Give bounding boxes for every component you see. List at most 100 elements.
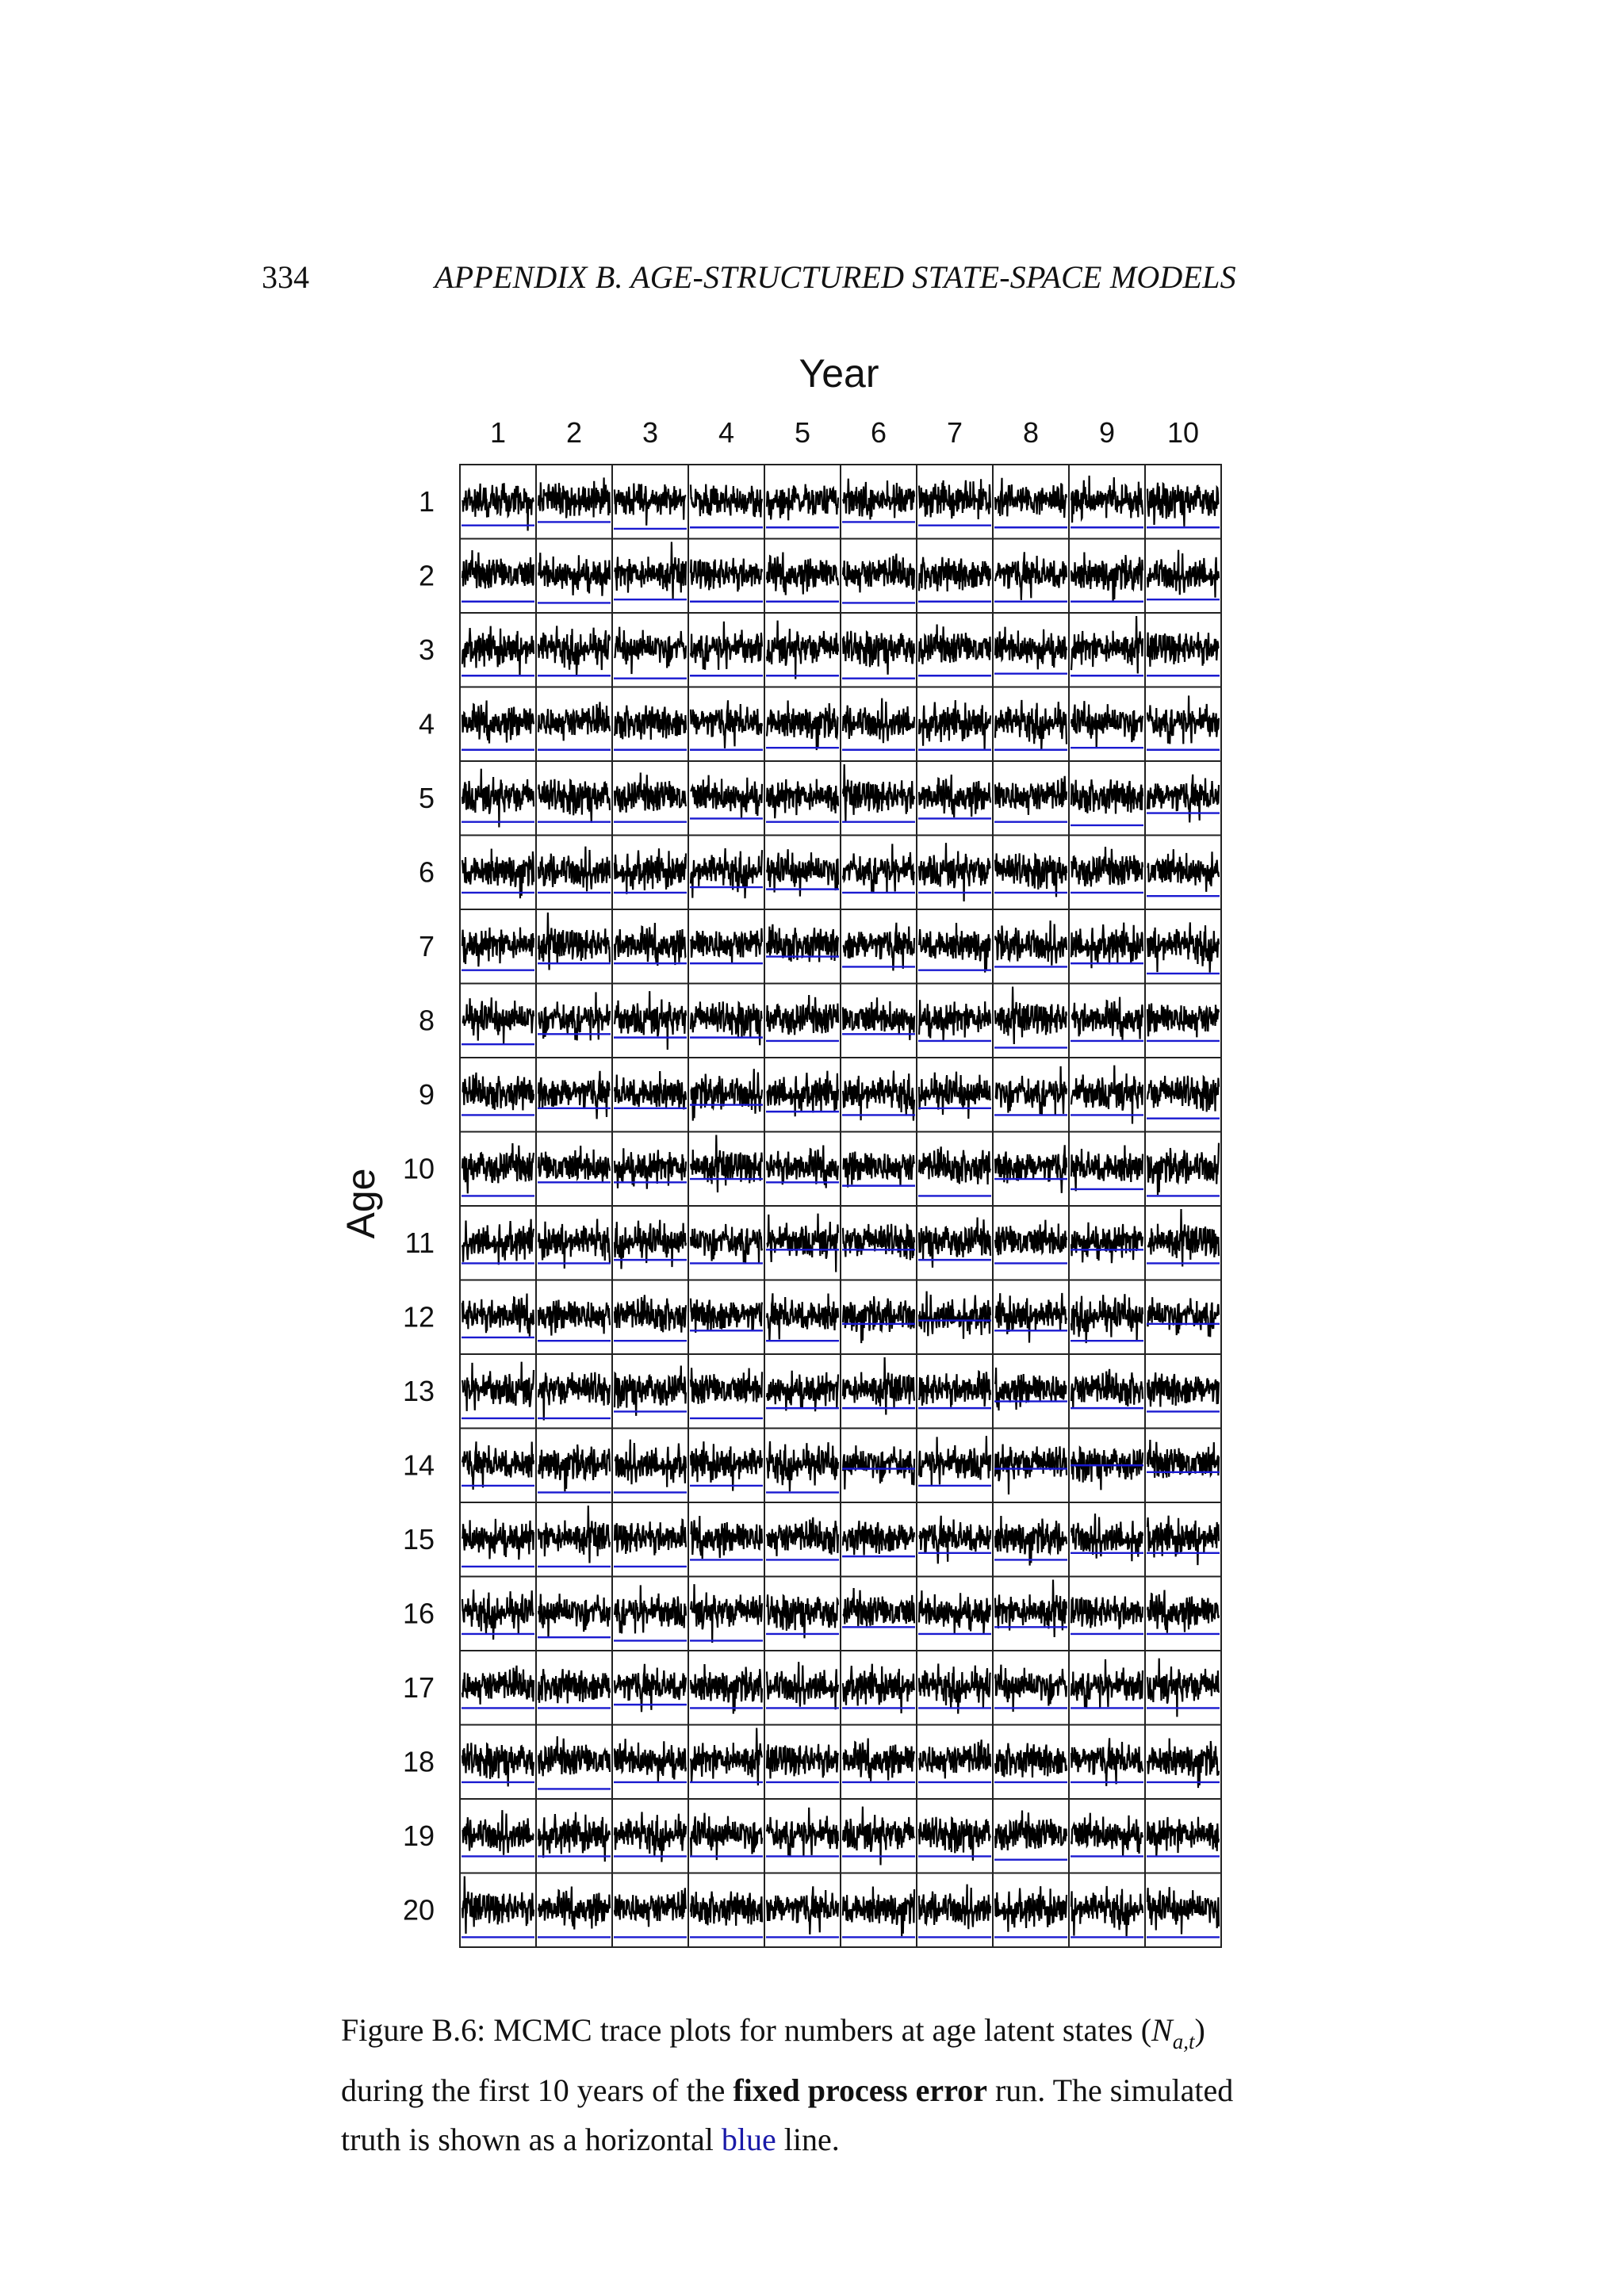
mcmc-trace-line <box>613 922 687 966</box>
trace-panel <box>840 1724 917 1800</box>
mcmc-trace-line <box>613 1148 688 1189</box>
trace-panel <box>1068 909 1146 985</box>
mcmc-trace-line <box>1146 774 1220 823</box>
trace-panel <box>764 464 841 540</box>
mcmc-trace-line <box>537 1070 611 1119</box>
trace-panel <box>459 1131 537 1207</box>
mcmc-trace-line <box>537 1299 611 1336</box>
trace-panel <box>688 538 765 614</box>
mcmc-trace-line <box>1147 1208 1220 1267</box>
trace-panel <box>611 1205 689 1281</box>
mcmc-trace-line <box>917 922 991 973</box>
mcmc-trace-line <box>689 928 764 963</box>
mcmc-trace-line <box>1147 849 1220 892</box>
mcmc-trace-line <box>841 1886 916 1937</box>
trace-panel <box>535 1131 613 1207</box>
mcmc-trace-line <box>765 994 840 1035</box>
trace-panel <box>764 1057 841 1133</box>
mcmc-trace-line <box>917 1590 992 1634</box>
mcmc-trace-line <box>613 1219 688 1269</box>
trace-panel <box>611 1057 689 1133</box>
trace-panel <box>840 1057 917 1133</box>
trace-panel <box>916 1279 994 1355</box>
mcmc-trace-line <box>462 483 535 531</box>
trace-panel <box>992 1353 1070 1429</box>
mcmc-trace-line <box>537 1146 611 1182</box>
trace-panel <box>840 464 917 540</box>
mcmc-trace-line <box>613 1888 688 1927</box>
trace-panel <box>688 1575 765 1651</box>
mcmc-trace-line <box>1070 1595 1144 1630</box>
trace-panel <box>840 612 917 688</box>
mcmc-trace-line <box>613 1663 688 1712</box>
trace-panel <box>992 1057 1070 1133</box>
column-tick-labels: 1 2 3 4 5 6 7 8 9 10 <box>490 416 1199 449</box>
mcmc-trace-line <box>917 1217 992 1268</box>
trace-panel <box>459 1353 537 1429</box>
row-label: 19 <box>403 1820 435 1852</box>
trace-panel <box>992 982 1070 1058</box>
mcmc-trace-line <box>462 1072 535 1111</box>
trace-panel <box>764 686 841 762</box>
row-label: 11 <box>405 1226 435 1259</box>
mcmc-trace-line <box>461 1361 535 1411</box>
trace-panel <box>688 1798 765 1874</box>
mcmc-trace-line <box>841 1357 916 1415</box>
mcmc-trace-line <box>841 1070 916 1121</box>
trace-panel <box>840 1131 917 1207</box>
mcmc-trace-line <box>765 1662 840 1710</box>
column-label: 8 <box>1023 416 1039 449</box>
trace-panel <box>1068 1872 1146 1948</box>
row-label: 13 <box>403 1375 435 1407</box>
mcmc-trace-line <box>1070 922 1144 969</box>
mcmc-trace-line <box>917 1436 992 1486</box>
trace-panel <box>764 1872 841 1948</box>
mcmc-trace-line <box>1070 475 1144 523</box>
mcmc-trace-line <box>766 1213 840 1272</box>
mcmc-trace-line <box>1146 632 1220 667</box>
mcmc-trace-line <box>613 772 688 813</box>
column-label: 9 <box>1099 416 1115 449</box>
mcmc-trace-line <box>1070 615 1144 674</box>
mcmc-trace-line <box>917 1816 992 1861</box>
trace-panel-grid <box>459 464 1222 1948</box>
trace-panel <box>764 1427 841 1503</box>
mcmc-trace-line <box>1146 481 1220 526</box>
trace-panel <box>535 464 613 540</box>
trace-panel <box>611 612 689 688</box>
mcmc-trace-line <box>841 553 916 593</box>
mcmc-trace-line <box>841 1295 916 1344</box>
mcmc-trace-line <box>689 1298 764 1334</box>
trace-panel <box>992 1279 1070 1355</box>
mcmc-trace-line <box>1146 1372 1220 1407</box>
trace-panel <box>688 1057 765 1133</box>
trace-panel <box>1144 1205 1222 1281</box>
trace-panel <box>916 1872 994 1948</box>
mcmc-trace-line <box>537 702 611 741</box>
trace-panel <box>535 1353 613 1429</box>
mcmc-trace-line <box>613 1739 688 1781</box>
trace-panel <box>1144 1279 1222 1355</box>
mcmc-trace-line <box>1146 922 1220 973</box>
mcmc-trace-line <box>689 1368 764 1404</box>
mcmc-trace-line <box>765 1145 840 1188</box>
trace-panel <box>1144 1057 1222 1133</box>
y-axis-title: Age <box>339 1169 383 1239</box>
mcmc-trace-line <box>765 1293 840 1341</box>
trace-panel <box>764 1650 841 1726</box>
trace-panel <box>535 1205 613 1281</box>
trace-panel <box>992 686 1070 762</box>
mcmc-trace-line <box>461 1518 535 1560</box>
trace-panel <box>611 1724 689 1800</box>
trace-panel <box>1068 1502 1146 1578</box>
row-label: 3 <box>419 633 435 666</box>
trace-panel <box>535 612 613 688</box>
mcmc-trace-line <box>1070 779 1144 814</box>
trace-panel <box>1144 538 1222 614</box>
trace-panel <box>611 982 689 1058</box>
mcmc-trace-line <box>841 763 916 822</box>
mcmc-trace-line <box>917 479 992 520</box>
trace-panel <box>1144 1724 1222 1800</box>
caption-blue-word: blue <box>721 2122 776 2157</box>
mcmc-trace-line <box>842 1587 916 1627</box>
